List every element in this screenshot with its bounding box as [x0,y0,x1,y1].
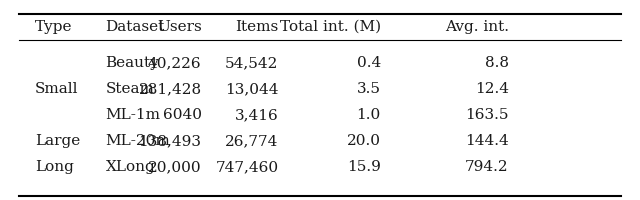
Text: Avg. int.: Avg. int. [445,20,509,34]
Text: ML-20m: ML-20m [106,134,170,148]
Text: 144.4: 144.4 [465,134,509,148]
Text: Beauty: Beauty [106,56,159,70]
Text: 20,000: 20,000 [148,160,202,174]
Text: 0.4: 0.4 [356,56,381,70]
Text: Steam: Steam [106,82,154,96]
Text: 40,226: 40,226 [148,56,202,70]
Text: Small: Small [35,82,79,96]
Text: 13,044: 13,044 [225,82,278,96]
Text: ML-1m: ML-1m [106,108,161,122]
Text: 26,774: 26,774 [225,134,278,148]
Text: 20.0: 20.0 [347,134,381,148]
Text: Long: Long [35,160,74,174]
Text: 747,460: 747,460 [215,160,278,174]
Text: 12.4: 12.4 [475,82,509,96]
Text: 281,428: 281,428 [138,82,202,96]
Text: Users: Users [157,20,202,34]
Text: 794.2: 794.2 [465,160,509,174]
Text: 3.5: 3.5 [357,82,381,96]
Text: 138,493: 138,493 [139,134,202,148]
Text: Total int. (M): Total int. (M) [280,20,381,34]
Text: Large: Large [35,134,81,148]
Text: 3,416: 3,416 [235,108,278,122]
Text: 163.5: 163.5 [465,108,509,122]
Text: 15.9: 15.9 [347,160,381,174]
Text: 1.0: 1.0 [356,108,381,122]
Text: Dataset: Dataset [106,20,165,34]
Text: Items: Items [235,20,278,34]
Text: 8.8: 8.8 [485,56,509,70]
Text: 6040: 6040 [163,108,202,122]
Text: 54,542: 54,542 [225,56,278,70]
Text: XLong: XLong [106,160,156,174]
Text: Type: Type [35,20,73,34]
